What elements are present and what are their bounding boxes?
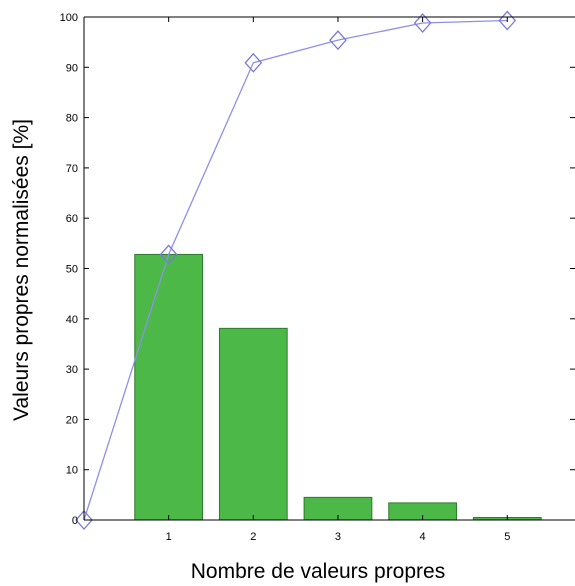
cumulative-point-2 (244, 52, 263, 73)
y-tick-label-30: 30 (66, 364, 78, 376)
cumulative-point-5 (498, 10, 517, 31)
y-tick-label-70: 70 (66, 163, 78, 175)
x-tick-label-3: 3 (335, 531, 341, 543)
y-axis-title: Valeurs propres normalisées [%] (10, 119, 33, 421)
cumulative-point-3 (329, 30, 347, 51)
y-tick-label-50: 50 (66, 264, 78, 276)
x-tick-label-2: 2 (250, 531, 256, 543)
cumulative-point-4 (413, 13, 432, 34)
y-tick-label-90: 90 (66, 62, 78, 74)
cumulative-point-1 (159, 244, 178, 265)
y-tick-label-60: 60 (66, 213, 78, 225)
y-tick-label-0: 0 (72, 515, 78, 527)
bar-2 (218, 327, 288, 521)
y-tick-label-40: 40 (66, 314, 78, 326)
y-tick-label-20: 20 (66, 414, 78, 426)
cumulative-line-layer (75, 10, 517, 530)
bar-1 (134, 253, 204, 521)
cumulative-point-0 (75, 510, 93, 530)
y-tick-label-10: 10 (66, 465, 78, 477)
bars-layer (134, 253, 542, 521)
x-tick-label-5: 5 (504, 531, 510, 543)
x-axis-title: Nombre de valeurs propres (191, 560, 445, 583)
y-tick-label-80: 80 (66, 113, 78, 125)
cumulative-line (83, 19, 508, 521)
x-tick-label-1: 1 (166, 531, 172, 543)
x-tick-label-4: 4 (420, 531, 426, 543)
axes-layer: 0 10 20 30 40 50 60 70 80 90 100 1 2 3 4 5 (60, 12, 575, 543)
y-tick-label-100: 100 (60, 12, 78, 24)
